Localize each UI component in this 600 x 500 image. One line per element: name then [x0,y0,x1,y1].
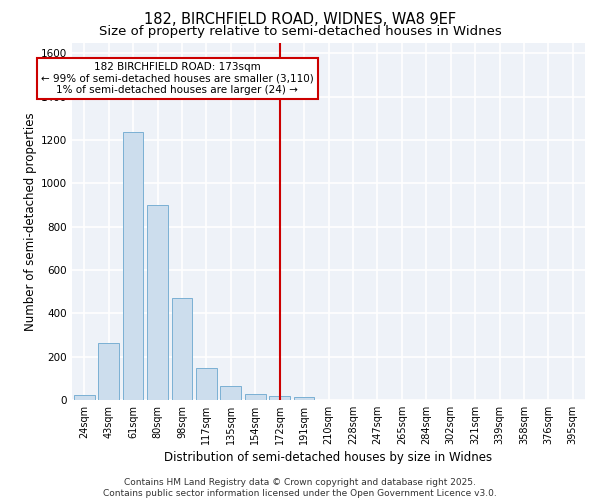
Text: 182 BIRCHFIELD ROAD: 173sqm
← 99% of semi-detached houses are smaller (3,110)
1%: 182 BIRCHFIELD ROAD: 173sqm ← 99% of sem… [41,62,313,95]
Bar [122,132,143,400]
Bar [245,394,266,400]
Bar [147,205,168,400]
Text: Contains HM Land Registry data © Crown copyright and database right 2025.
Contai: Contains HM Land Registry data © Crown c… [103,478,497,498]
Bar [74,394,95,400]
Bar [269,396,290,400]
Bar [172,298,193,400]
X-axis label: Distribution of semi-detached houses by size in Widnes: Distribution of semi-detached houses by … [164,451,493,464]
Bar [98,342,119,400]
Text: 182, BIRCHFIELD ROAD, WIDNES, WA8 9EF: 182, BIRCHFIELD ROAD, WIDNES, WA8 9EF [144,12,456,28]
Text: Size of property relative to semi-detached houses in Widnes: Size of property relative to semi-detach… [98,25,502,38]
Bar [220,386,241,400]
Y-axis label: Number of semi-detached properties: Number of semi-detached properties [24,112,37,330]
Bar [293,398,314,400]
Bar [196,368,217,400]
